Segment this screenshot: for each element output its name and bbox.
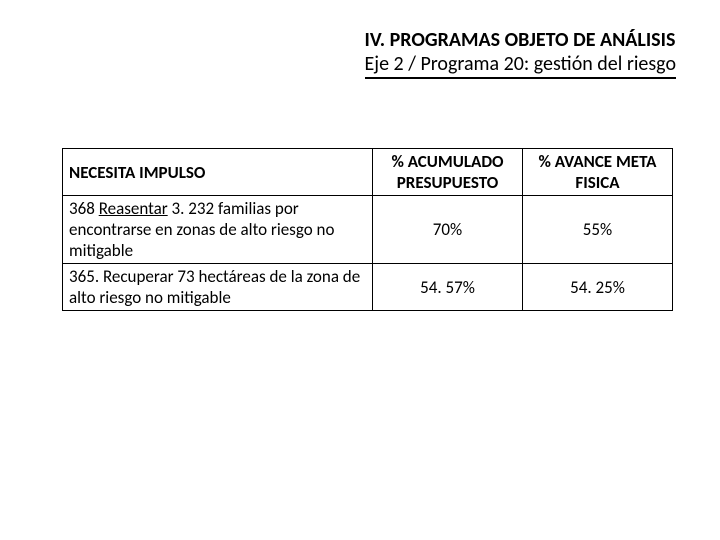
cell-val2: 54. 25%: [523, 264, 673, 311]
table-row: 365. Recuperar 73 hectáreas de la zona d…: [63, 264, 673, 311]
cell-val2: 55%: [523, 196, 673, 264]
col-header-presupuesto: % ACUMULADO PRESUPUESTO: [373, 149, 523, 196]
data-table-wrap: NECESITA IMPULSO % ACUMULADO PRESUPUESTO…: [62, 148, 673, 311]
page-subtitle: Eje 2 / Programa 20: gestión del riesgo: [365, 52, 676, 79]
cell-val1: 70%: [373, 196, 523, 264]
cell-desc: 365. Recuperar 73 hectáreas de la zona d…: [63, 264, 373, 311]
data-table: NECESITA IMPULSO % ACUMULADO PRESUPUESTO…: [62, 148, 673, 311]
col-header-avance: % AVANCE META FISICA: [523, 149, 673, 196]
header-block: IV. PROGRAMAS OBJETO DE ANÁLISIS Eje 2 /…: [365, 28, 676, 79]
desc-underlined: Reasentar: [99, 198, 168, 219]
desc-prefix: 365. Recuperar 73 hectáreas de la zona d…: [69, 266, 360, 308]
desc-prefix: 368: [69, 198, 99, 219]
cell-val1: 54. 57%: [373, 264, 523, 311]
cell-desc: 368 Reasentar 3. 232 familias por encont…: [63, 196, 373, 264]
table-row: 368 Reasentar 3. 232 familias por encont…: [63, 196, 673, 264]
table-header-row: NECESITA IMPULSO % ACUMULADO PRESUPUESTO…: [63, 149, 673, 196]
col-header-impulso: NECESITA IMPULSO: [63, 149, 373, 196]
page-title: IV. PROGRAMAS OBJETO DE ANÁLISIS: [365, 28, 676, 52]
